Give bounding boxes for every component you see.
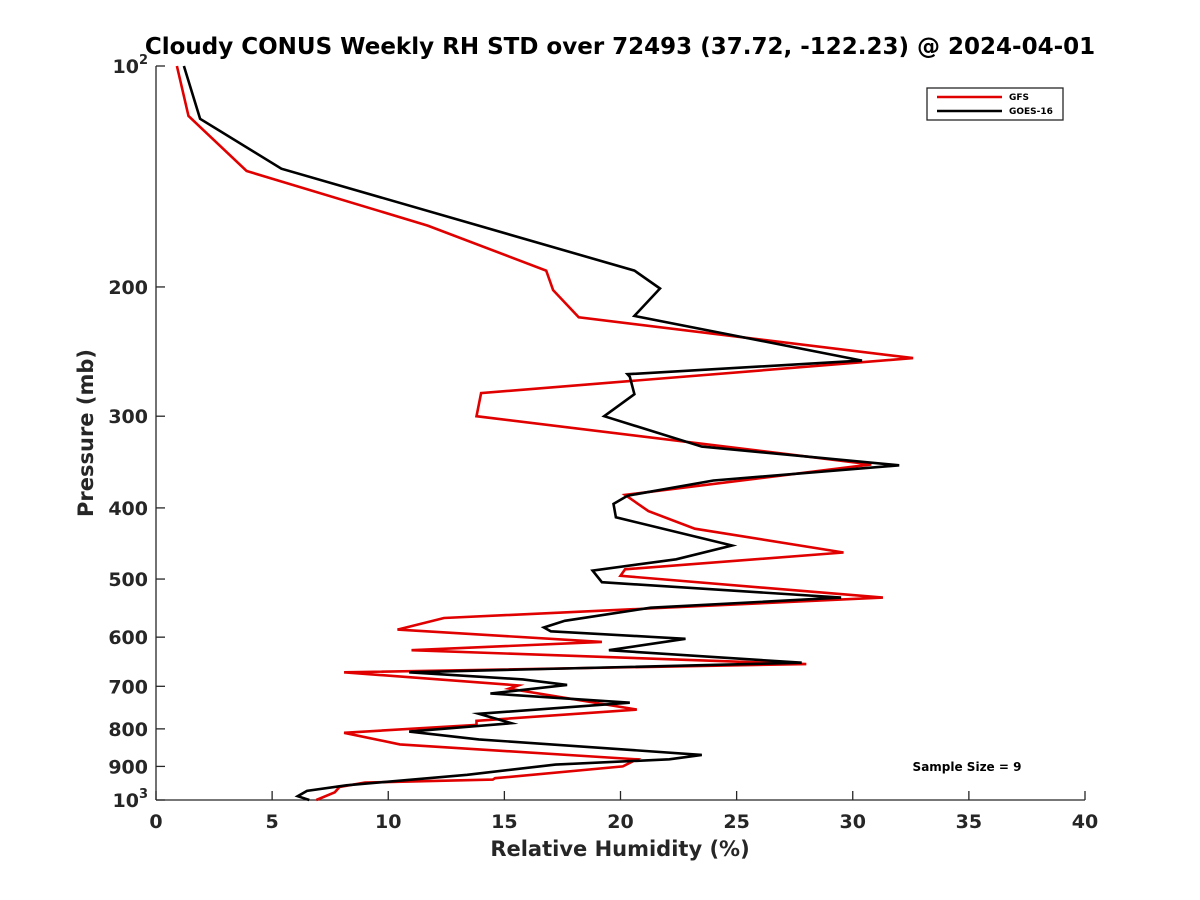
y-tick-label: 300 [108, 406, 148, 428]
series-group [175, 65, 914, 802]
y-tick-label: 200 [108, 277, 148, 299]
y-tick-label: 400 [108, 498, 148, 520]
x-tick-label: 40 [1072, 811, 1098, 833]
legend-label-goes16: GOES-16 [1009, 107, 1053, 117]
x-axis-label: Relative Humidity (%) [490, 837, 749, 861]
legend-box [926, 87, 1064, 121]
x-tick-label: 10 [375, 811, 401, 833]
y-tick-label: 500 [108, 569, 148, 591]
legend-label-gfs: GFS [1009, 93, 1029, 103]
y-tick-label: 900 [108, 756, 148, 778]
y-axis-label: Pressure (mb) [74, 349, 98, 517]
y-tick-label: 102 [113, 53, 149, 78]
chart-title: Cloudy CONUS Weekly RH STD over 72493 (3… [145, 34, 1095, 60]
y-tick-label: 800 [108, 719, 148, 741]
x-tick-label: 5 [266, 811, 279, 833]
x-ticks: 0 5 10 15 20 25 30 35 40 [149, 791, 1098, 833]
x-tick-label: 20 [607, 811, 633, 833]
legend: GFS GOES-16 [926, 87, 1064, 121]
y-tick-label: 103 [113, 787, 149, 812]
series-line-gfs [175, 65, 914, 802]
y-tick-label: 600 [108, 627, 148, 649]
x-tick-label: 15 [491, 811, 517, 833]
x-tick-label: 25 [723, 811, 749, 833]
x-tick-label: 30 [840, 811, 866, 833]
y-ticks: 102 200 300 400 500 600 700 800 900 103 [108, 53, 165, 812]
y-tick-label: 700 [108, 676, 148, 698]
sample-size-annotation: Sample Size = 9 [913, 760, 1022, 774]
x-tick-label: 35 [956, 811, 982, 833]
x-tick-label: 0 [149, 811, 162, 833]
series-line-goes16 [182, 65, 900, 802]
